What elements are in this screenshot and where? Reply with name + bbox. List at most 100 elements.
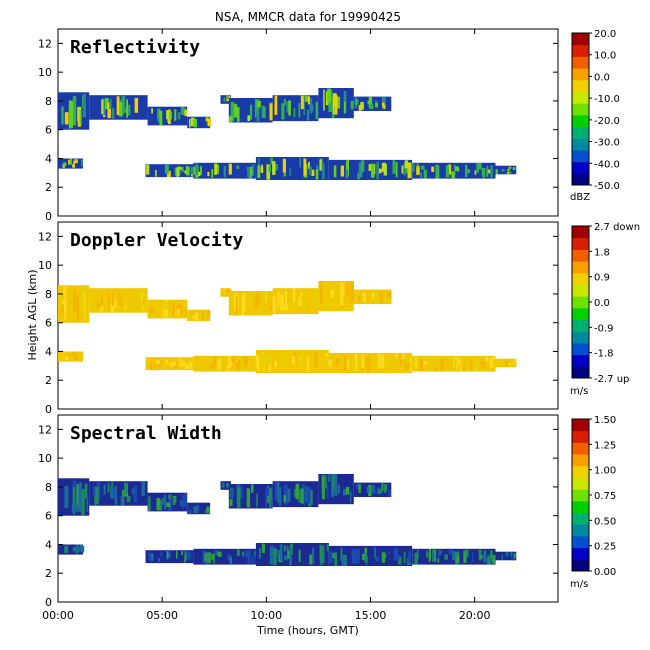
echo-texture [321,161,324,170]
echo-texture [334,474,338,496]
echo-texture [334,282,337,304]
echo-layer [58,281,517,373]
echo-texture [75,504,78,513]
echo-texture [68,100,72,129]
echo-texture [369,103,374,110]
echo-texture [230,489,233,506]
echo-texture [80,545,85,553]
y-tick-label: 2 [45,181,52,194]
echo-texture [358,484,361,493]
echo-texture [73,289,77,313]
echo-texture [177,166,181,177]
echo-texture [200,167,202,176]
echo-texture [99,306,104,312]
echo-texture [75,545,79,554]
echo-texture [392,160,396,174]
echo-texture [82,93,86,118]
echo-texture [373,291,378,303]
echo-texture [61,353,64,359]
echo-texture [86,498,89,512]
echo-texture [273,548,277,566]
echo-texture [146,164,150,175]
echo-layer [58,88,517,180]
echo-region [187,309,211,322]
panel-spectral-width: 0 2 4 6 8 10 12 Spectral Width 1.50 1.25 1.00 0.7… [38,414,616,609]
echo-texture [257,293,262,303]
echo-texture [181,166,184,172]
echo-texture [345,160,349,177]
colorbar: 1.50 1.25 1.00 0.75 0.50 0.25 0.00 [571,415,616,578]
echo-texture [233,293,236,312]
echo-texture [172,301,176,316]
colorbar-segment [572,331,589,344]
echo-texture [408,551,411,563]
echo-texture [160,551,163,557]
echo-texture [246,488,251,508]
echo-texture [469,359,473,371]
echo-texture [453,164,456,176]
echo-texture [75,484,80,510]
colorbar-tick-label: -0.9 [594,323,614,334]
echo-texture [84,483,88,499]
echo-texture [355,291,358,303]
echo-texture [269,500,272,508]
y-tick-label: 12 [38,37,52,50]
y-tick-label: 6 [45,124,52,137]
echo-texture [381,552,386,563]
echo-texture [270,554,273,563]
echo-texture [353,549,357,564]
echo-texture [181,551,183,555]
colorbar-segment [572,535,589,549]
echo-texture [416,163,419,168]
echo-texture [451,171,455,179]
echo-texture [284,98,286,106]
echo-texture [159,110,163,126]
echo-texture [368,96,373,108]
y-tick-label: 2 [45,567,52,580]
echo-texture [254,294,259,308]
echo-texture [440,358,444,371]
echo-texture [79,110,82,126]
echo-texture [384,553,387,558]
echo-texture [345,359,349,370]
echo-texture [437,550,442,555]
echo-texture [109,305,111,312]
echo-texture [511,556,513,559]
echo-texture [151,108,153,114]
echo-texture [416,166,420,175]
colorbar-segment [572,56,589,69]
echo-texture [194,312,199,321]
echo-texture [247,115,250,122]
echo-texture [341,557,345,566]
y-tick-label: 6 [45,317,52,330]
echo-texture [298,489,302,503]
echo-texture [295,483,300,500]
echo-texture [326,544,329,552]
echo-texture [384,300,388,304]
echo-texture [357,296,360,302]
echo-texture [158,558,160,563]
echo-texture [381,483,384,491]
echo-texture [511,360,514,365]
echo-texture [211,553,215,560]
colorbar-tick-label: 1.00 [594,466,616,477]
echo-texture [319,281,323,304]
echo-texture [474,170,477,175]
echo-texture [404,365,408,370]
echo-texture [211,169,214,178]
echo-texture [351,548,354,563]
echo-texture [128,104,131,116]
echo-texture [188,361,193,369]
echo-texture [510,551,513,557]
echo-texture [437,558,440,563]
echo-texture [326,297,330,307]
colorbar-tick-label: -50.0 [594,181,620,192]
echo-texture [250,167,252,176]
echo-texture [184,109,188,117]
echo-texture [303,158,307,176]
echo-texture [401,353,405,360]
echo-texture [487,169,492,174]
echo-texture [288,303,292,310]
echo-texture [73,160,75,168]
echo-texture [338,287,342,311]
